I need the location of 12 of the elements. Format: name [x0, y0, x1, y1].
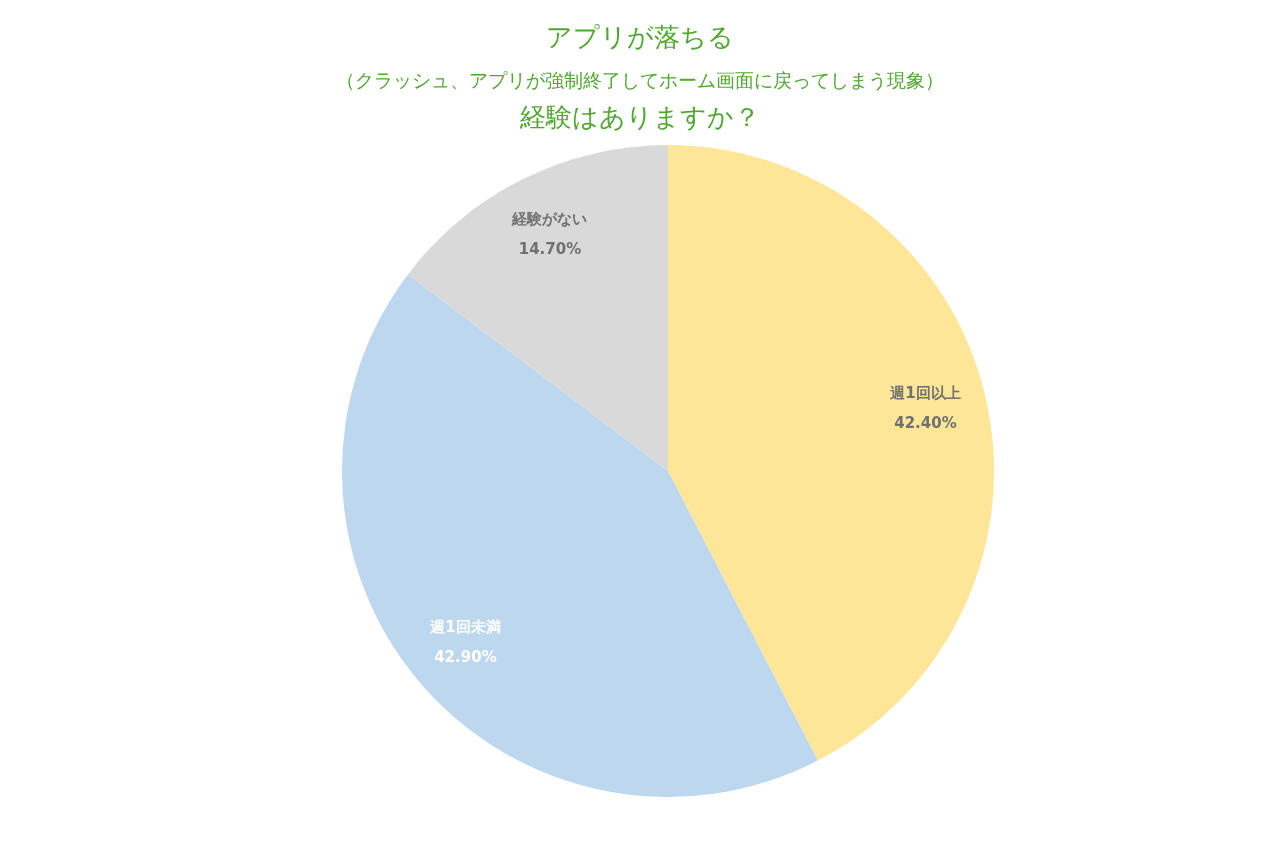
chart-subtitle: （クラッシュ、アプリが強制終了してホーム画面に戻ってしまう現象） [335, 68, 945, 93]
pie-slice [407, 145, 668, 471]
slice-label: 週1回未満 [429, 617, 501, 636]
slice-label: 週1回以上 [889, 384, 961, 403]
pie-slice [342, 274, 818, 797]
text: 経験はありますか？ [519, 101, 761, 134]
pie-slice [668, 145, 994, 761]
data-label: 14.70% [518, 239, 582, 258]
chart-title: アプリが落ちる [545, 21, 735, 54]
data-label: 42.40% [894, 414, 957, 433]
data-label: 42.90% [434, 647, 497, 666]
slice-label: 経験がない [511, 209, 588, 228]
